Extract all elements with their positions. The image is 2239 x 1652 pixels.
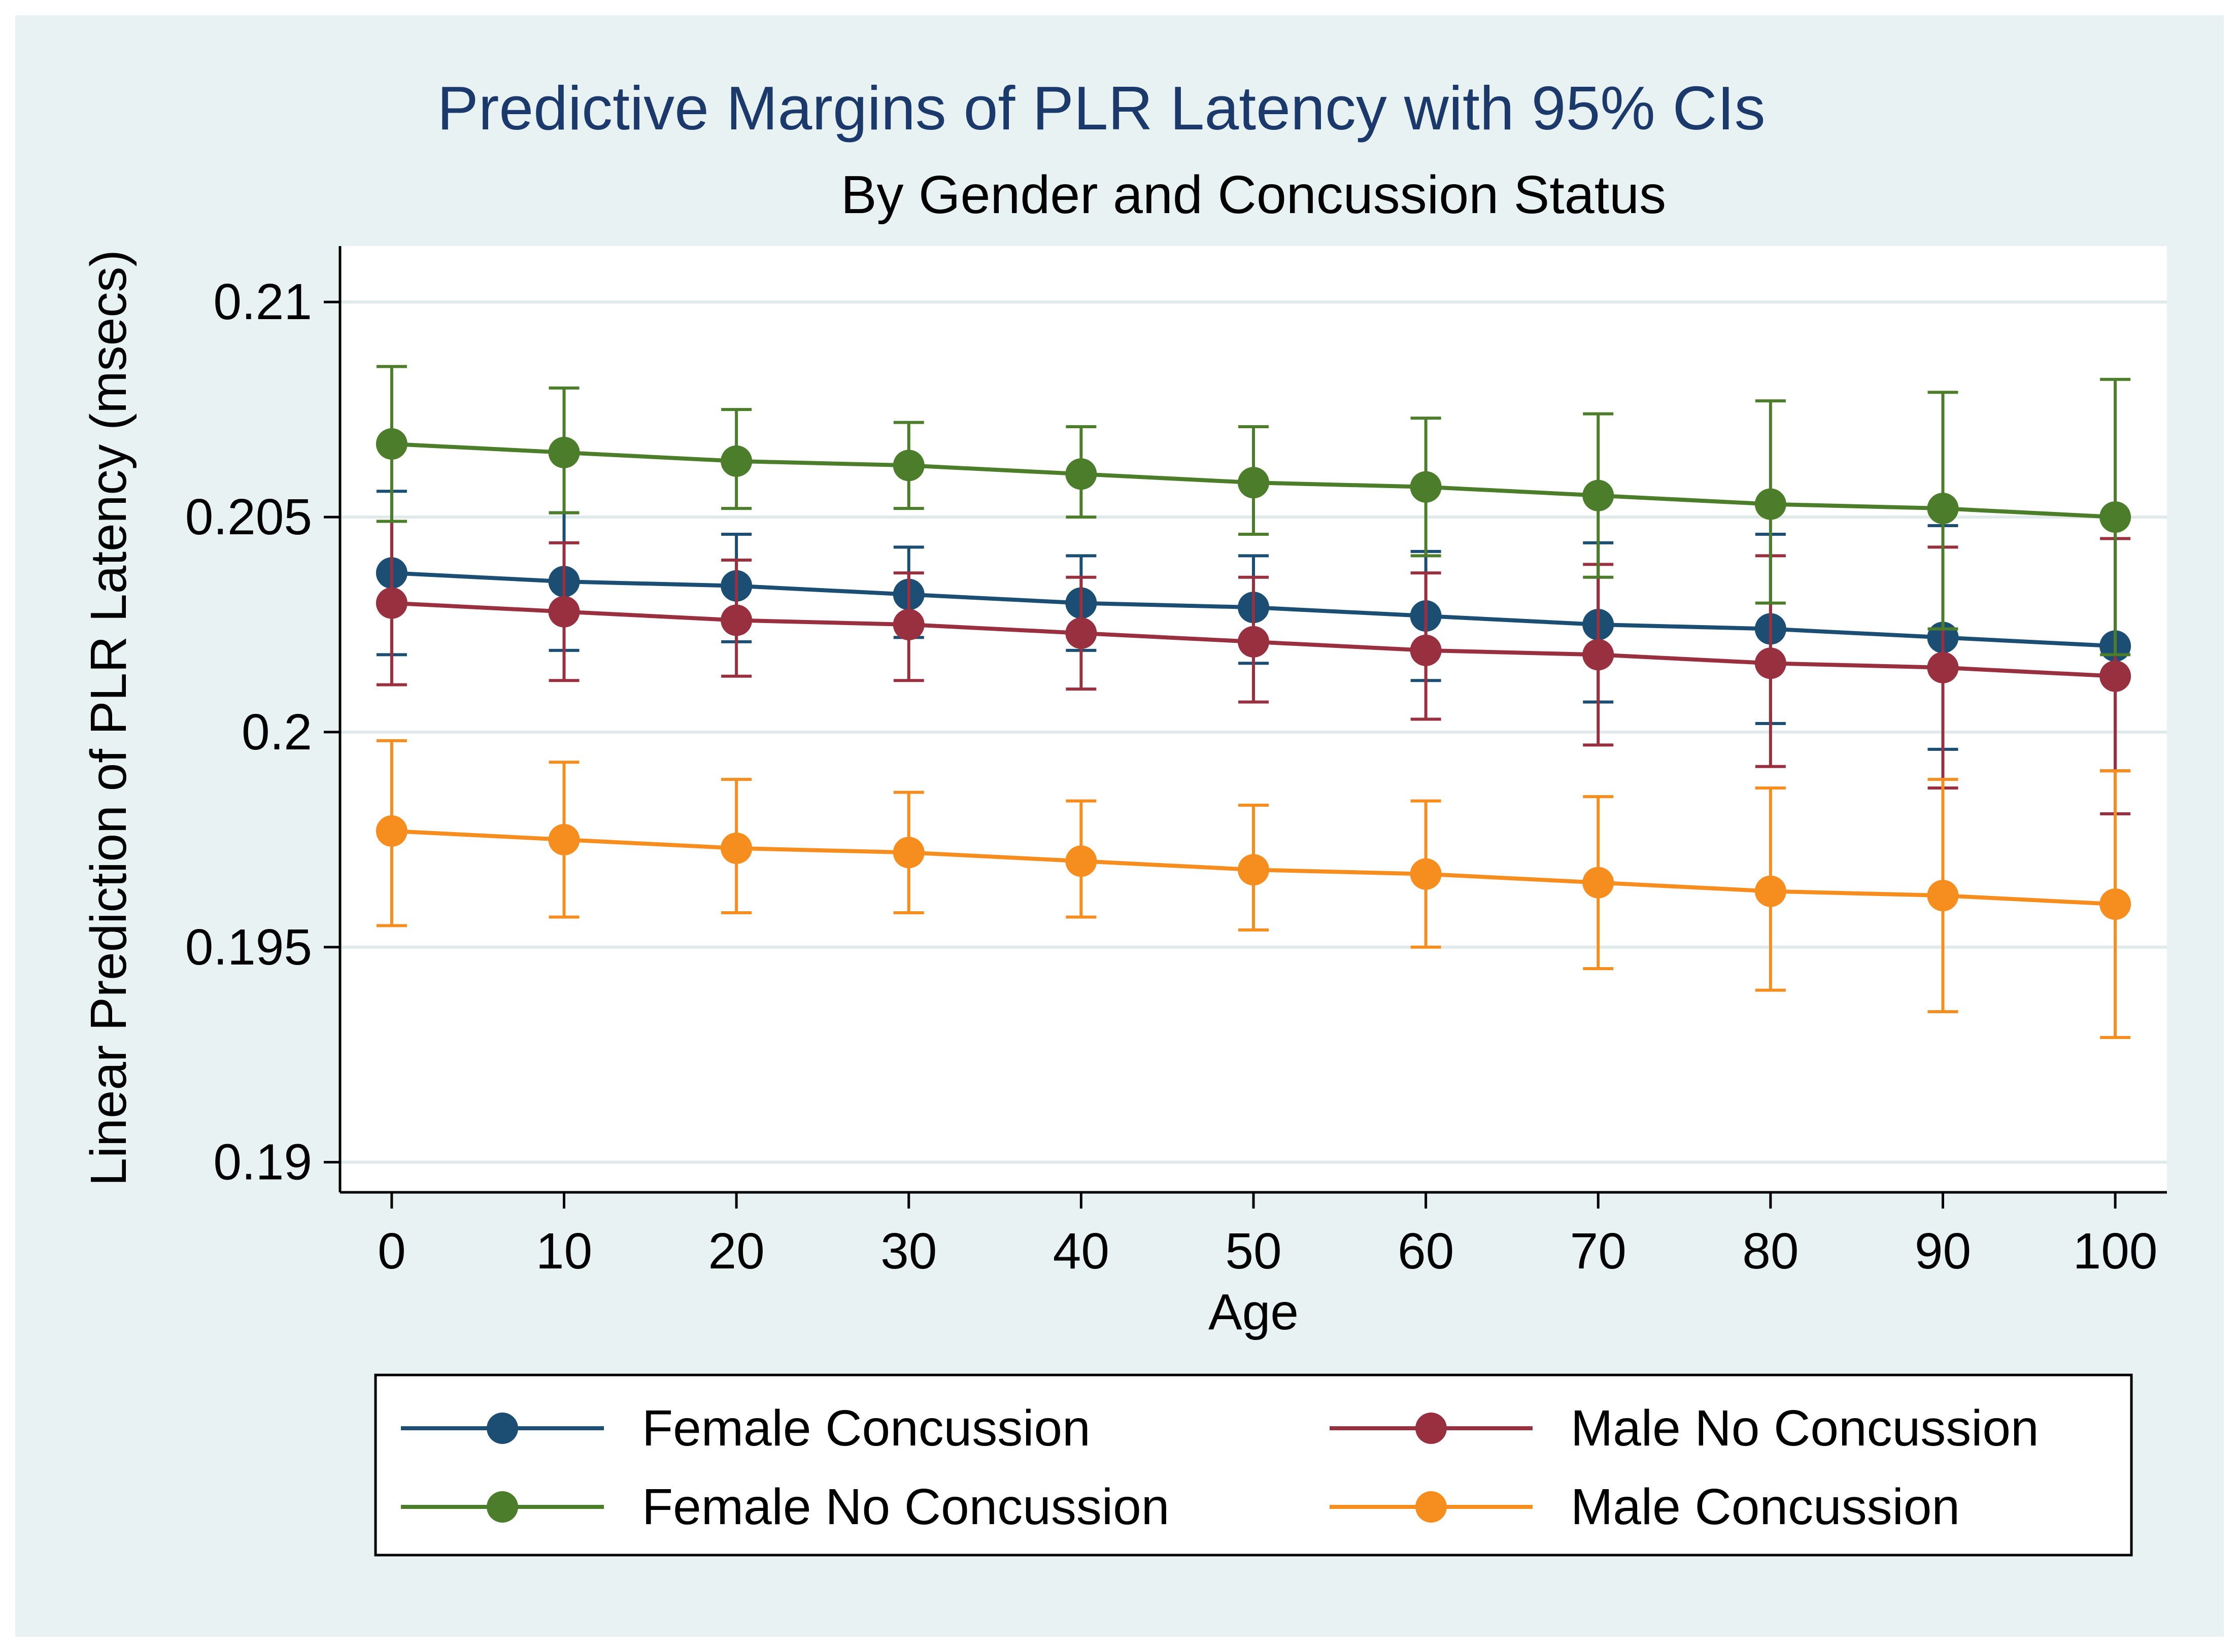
data-point [1238,626,1269,658]
legend-label: Male No Concussion [1571,1400,2039,1457]
data-point [721,604,753,636]
chart-subtitle: By Gender and Concussion Status [841,165,1666,225]
series-male-concussion [376,739,2131,1039]
data-point [1410,634,1442,666]
data-point [1754,647,1786,679]
y-axis-title: Linear Prediction of PLR Latency (msecs) [80,250,137,1186]
x-tick-label: 70 [1570,1223,1626,1280]
legend-label: Female No Concussion [642,1478,1169,1535]
data-point [893,837,925,869]
data-series [376,365,2131,1039]
legend-item: Female Concussion [401,1400,1091,1457]
x-tick-label: 10 [536,1223,592,1280]
legend-marker [487,1413,518,1444]
data-point [1927,651,1959,683]
data-point [1927,880,1959,912]
data-point [1238,854,1269,886]
legend-box [374,1373,2133,1557]
x-tick-label: 100 [2073,1223,2158,1280]
legend-label: Female Concussion [642,1400,1091,1457]
plot-area [340,246,2167,1192]
data-point [1582,479,1614,511]
data-point [1238,467,1269,499]
x-tick-label: 30 [880,1223,937,1280]
y-tick-label: 0.19 [213,1134,312,1191]
x-axis-title: Age [1208,1284,1299,1340]
x-tick-label: 0 [378,1223,406,1280]
y-tick-label: 0.21 [213,273,312,330]
data-point [1065,458,1097,490]
legend-marker [487,1491,518,1523]
data-point [721,832,753,864]
data-point [1065,845,1097,877]
data-point [1582,867,1614,899]
data-point [548,823,580,855]
data-point [893,450,925,481]
data-point [1410,858,1442,890]
x-tick-label: 80 [1742,1223,1799,1280]
y-tick-label: 0.205 [185,489,312,545]
x-tick-label: 20 [708,1223,765,1280]
chart-title: Predictive Margins of PLR Latency with 9… [437,74,1765,143]
axis-ticks: 0.19 0.195 0.2 0.205 0.21 0 10 20 30 40 50 60 70 80 90… [185,273,2158,1280]
x-tick-label: 40 [1053,1223,1109,1280]
data-point [721,445,753,477]
data-point [1582,639,1614,671]
data-point [376,815,408,847]
legend-label: Male Concussion [1571,1478,1960,1535]
data-point [1927,493,1959,525]
legend: Female Concussion Male No Concussion Femal… [374,1373,2133,1557]
series-male-no-concussion [376,520,2131,815]
data-point [376,587,408,619]
data-point [548,596,580,628]
x-tick-label: 90 [1915,1223,1971,1280]
y-tick-label: 0.195 [185,919,312,976]
legend-item: Male Concussion [1330,1478,1960,1535]
data-point [2099,888,2131,920]
legend-marker [1415,1413,1447,1444]
data-point [893,609,925,640]
data-point [1754,875,1786,907]
gridlines [340,300,2167,1164]
legend-marker [1415,1491,1447,1523]
data-point [1065,617,1097,649]
x-tick-label: 50 [1225,1223,1281,1280]
legend-item: Male No Concussion [1330,1400,2039,1457]
data-point [2099,660,2131,692]
data-point [376,428,408,460]
data-point [1754,488,1786,520]
legend-item: Female No Concussion [401,1478,1169,1535]
data-point [2099,501,2131,533]
series-female-no-concussion [376,365,2131,657]
data-point [548,436,580,468]
y-tick-label: 0.2 [242,704,312,761]
data-point [1410,471,1442,503]
x-tick-label: 60 [1398,1223,1454,1280]
